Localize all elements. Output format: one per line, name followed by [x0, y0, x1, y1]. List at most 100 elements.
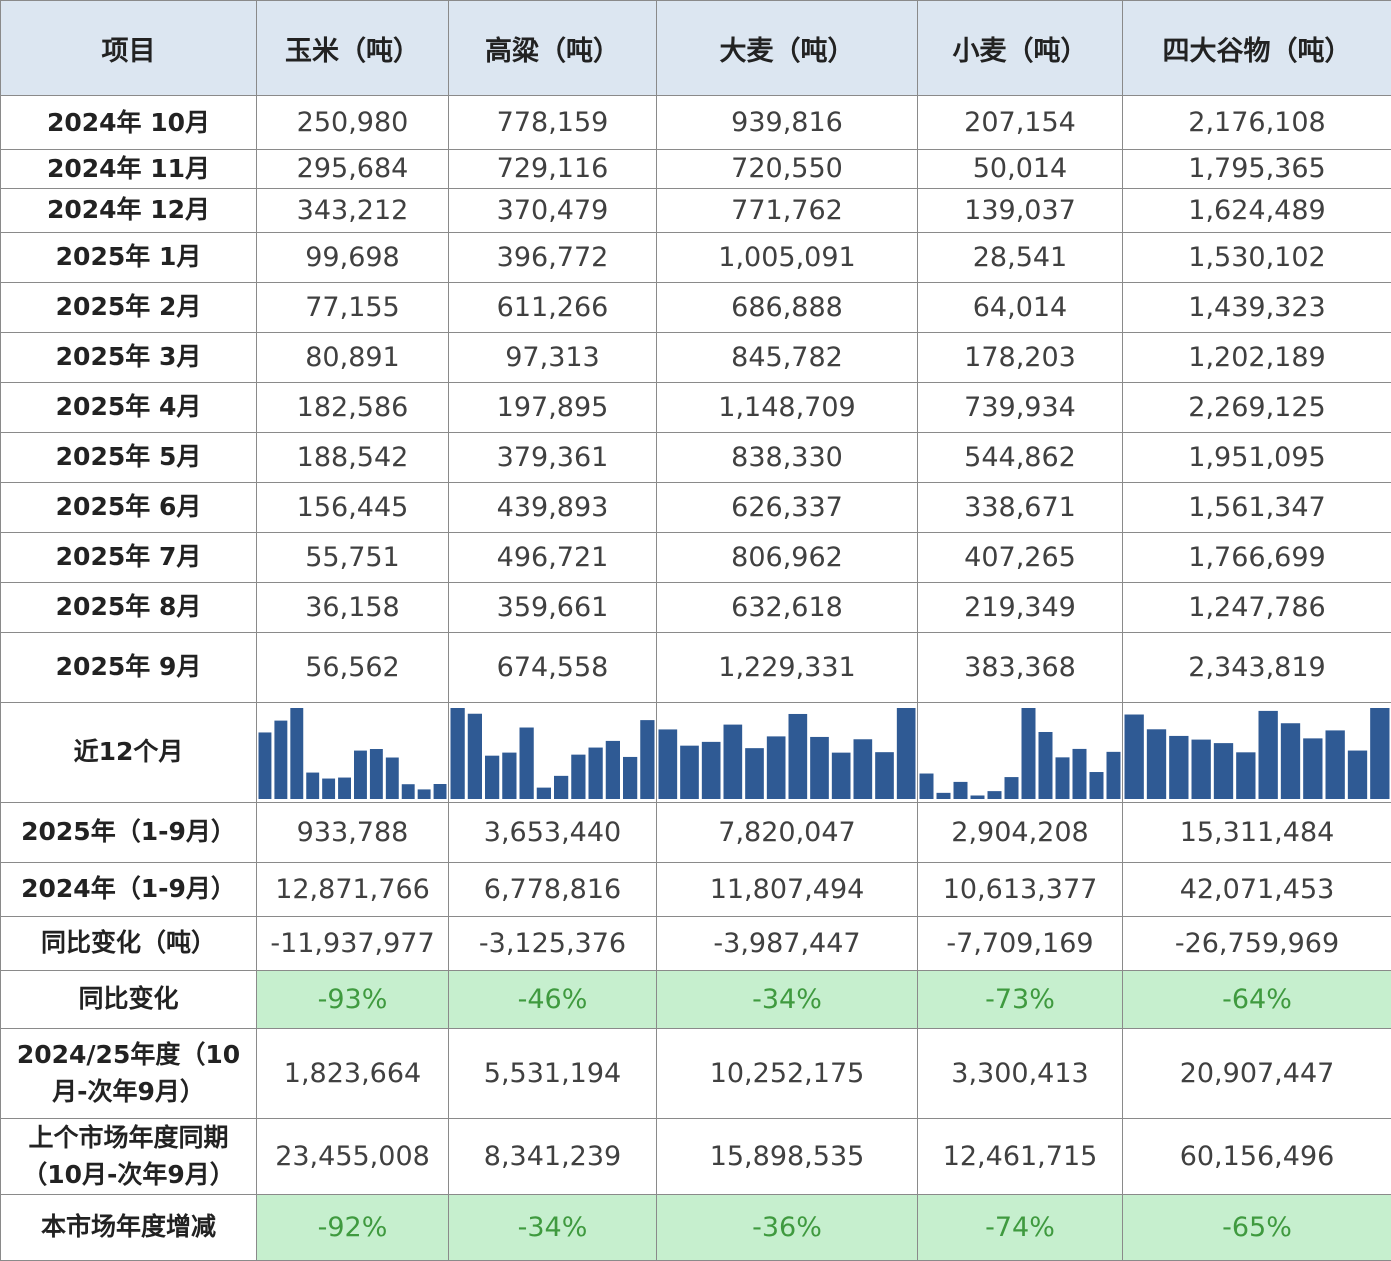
value-cell: -74%	[918, 1194, 1123, 1260]
spark-bar	[537, 787, 551, 798]
value-cell: -7,709,169	[918, 916, 1123, 970]
spark-bar	[920, 773, 934, 798]
value-cell: 544,862	[918, 432, 1123, 482]
table-row: 近12个月	[1, 702, 1391, 802]
value-cell: 1,823,664	[257, 1028, 449, 1118]
value-cell: 343,212	[257, 188, 449, 232]
spark-bar	[386, 757, 399, 798]
value-cell: 771,762	[657, 188, 918, 232]
spark-bar	[1326, 730, 1345, 799]
spark-bar	[702, 741, 721, 798]
value-cell: 10,613,377	[918, 862, 1123, 916]
sparkline-cell	[657, 702, 918, 802]
spark-bar	[680, 745, 699, 798]
spark-bar	[1236, 752, 1255, 799]
row-label: 2025年 5月	[1, 432, 257, 482]
value-cell: 611,266	[449, 282, 657, 332]
row-label: 2024年 12月	[1, 188, 257, 232]
row-label: 近12个月	[1, 702, 257, 802]
spark-bar	[789, 713, 808, 798]
spark-bar	[1169, 735, 1188, 798]
value-cell: 1,795,365	[1123, 150, 1391, 189]
value-cell: 28,541	[918, 232, 1123, 282]
value-cell: 1,766,699	[1123, 532, 1391, 582]
spark-bar	[1348, 750, 1367, 798]
row-label: 2025年 1月	[1, 232, 257, 282]
value-cell: 295,684	[257, 150, 449, 189]
spark-bar	[468, 713, 482, 798]
spark-bar	[338, 777, 351, 798]
value-cell: 1,148,709	[657, 382, 918, 432]
row-label: 2025年（1-9月）	[1, 802, 257, 862]
value-cell: 20,907,447	[1123, 1028, 1391, 1118]
value-cell: 207,154	[918, 96, 1123, 150]
value-cell: 178,203	[918, 332, 1123, 382]
value-cell: 64,014	[918, 282, 1123, 332]
table-row: 本市场年度增减-92%-34%-36%-74%-65%	[1, 1194, 1391, 1260]
spark-bar	[623, 756, 637, 798]
spark-bar	[1214, 743, 1233, 799]
value-cell: -3,125,376	[449, 916, 657, 970]
spark-bar	[897, 708, 916, 799]
value-cell: 674,558	[449, 632, 657, 702]
spark-bar	[832, 752, 851, 798]
value-cell: 1,561,347	[1123, 482, 1391, 532]
row-label: 2025年 4月	[1, 382, 257, 432]
spark-bar	[485, 755, 499, 798]
row-label: 2025年 3月	[1, 332, 257, 382]
value-cell: 77,155	[257, 282, 449, 332]
spark-bar	[370, 749, 383, 799]
spark-bar	[1192, 739, 1211, 798]
value-cell: 15,898,535	[657, 1118, 918, 1194]
value-cell: 496,721	[449, 532, 657, 582]
row-label: 2025年 8月	[1, 582, 257, 632]
value-cell: -93%	[257, 970, 449, 1028]
value-cell: -92%	[257, 1194, 449, 1260]
value-cell: 686,888	[657, 282, 918, 332]
value-cell: 720,550	[657, 150, 918, 189]
value-cell: -3,987,447	[657, 916, 918, 970]
spark-bar	[451, 708, 465, 799]
value-cell: 379,361	[449, 432, 657, 482]
sparkline	[449, 703, 656, 802]
row-label: 2025年 2月	[1, 282, 257, 332]
spark-bar	[571, 754, 585, 798]
spark-bar	[322, 778, 335, 798]
spark-bar	[306, 772, 319, 798]
spark-bar	[810, 736, 829, 798]
spark-bar	[274, 720, 287, 798]
header-cell: 项目	[1, 1, 257, 96]
value-cell: 845,782	[657, 332, 918, 382]
value-cell: 370,479	[449, 188, 657, 232]
sparkline-cell	[1123, 702, 1391, 802]
row-label: 2024年 11月	[1, 150, 257, 189]
value-cell: 359,661	[449, 582, 657, 632]
spark-bar	[418, 789, 431, 799]
value-cell: 12,871,766	[257, 862, 449, 916]
value-cell: 8,341,239	[449, 1118, 657, 1194]
row-label: 2024/25年度（10月-次年9月）	[1, 1028, 257, 1118]
value-cell: 97,313	[449, 332, 657, 382]
spark-bar	[954, 781, 968, 798]
spark-bar	[1125, 714, 1144, 798]
row-label: 2024年 10月	[1, 96, 257, 150]
sparkline	[657, 703, 917, 802]
value-cell: 5,531,194	[449, 1028, 657, 1118]
value-cell: -26,759,969	[1123, 916, 1391, 970]
value-cell: 383,368	[918, 632, 1123, 702]
value-cell: 3,300,413	[918, 1028, 1123, 1118]
value-cell: -34%	[449, 1194, 657, 1260]
value-cell: -11,937,977	[257, 916, 449, 970]
value-cell: 939,816	[657, 96, 918, 150]
header-cell: 大麦（吨）	[657, 1, 918, 96]
row-label: 2025年 9月	[1, 632, 257, 702]
